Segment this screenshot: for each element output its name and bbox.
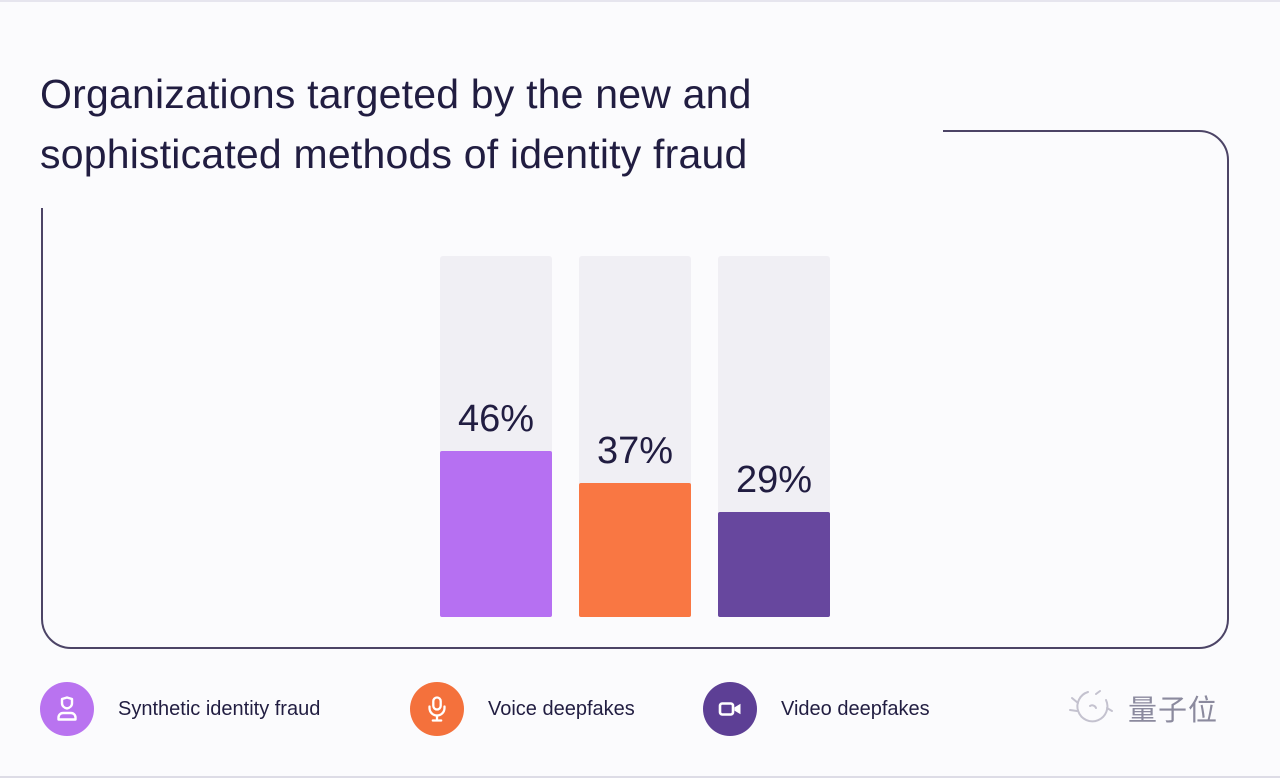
- bar-synthetic-identity-fraud: 46%: [440, 256, 552, 617]
- legend-label: Video deepfakes: [781, 697, 930, 720]
- bottom-edge-divider: [0, 776, 1280, 778]
- chart-title: Organizations targeted by the new and so…: [40, 64, 752, 184]
- bar-fill: [440, 450, 552, 617]
- bar-fill: [579, 483, 691, 617]
- bar-value-label: 37%: [596, 430, 674, 473]
- microphone-icon: [410, 682, 464, 736]
- bar-video-deepfakes: 29%: [718, 256, 830, 617]
- legend-item-synthetic-identity-fraud: Synthetic identity fraud: [40, 682, 320, 736]
- chart-title-line-2: sophisticated methods of identity fraud: [40, 131, 748, 177]
- bar-value-label: 29%: [735, 459, 813, 502]
- person-id-icon: [40, 682, 94, 736]
- legend-item-voice-deepfakes: Voice deepfakes: [410, 682, 635, 736]
- qbitai-logo-icon: [1069, 690, 1113, 723]
- watermark-text: 量子位: [1128, 695, 1219, 727]
- legend-item-video-deepfakes: Video deepfakes: [703, 682, 930, 736]
- chart-title-line-1: Organizations targeted by the new and: [40, 71, 752, 117]
- frame-mask: [37, 125, 943, 208]
- video-camera-icon: [703, 682, 757, 736]
- bar-fill: [718, 512, 830, 617]
- bar-value-label: 46%: [457, 397, 535, 440]
- watermark: 量子位: [1066, 686, 1218, 730]
- legend-label: Voice deepfakes: [488, 697, 635, 720]
- legend-label: Synthetic identity fraud: [118, 697, 321, 720]
- top-edge-divider: [0, 0, 1280, 2]
- bar-voice-deepfakes: 37%: [579, 256, 691, 617]
